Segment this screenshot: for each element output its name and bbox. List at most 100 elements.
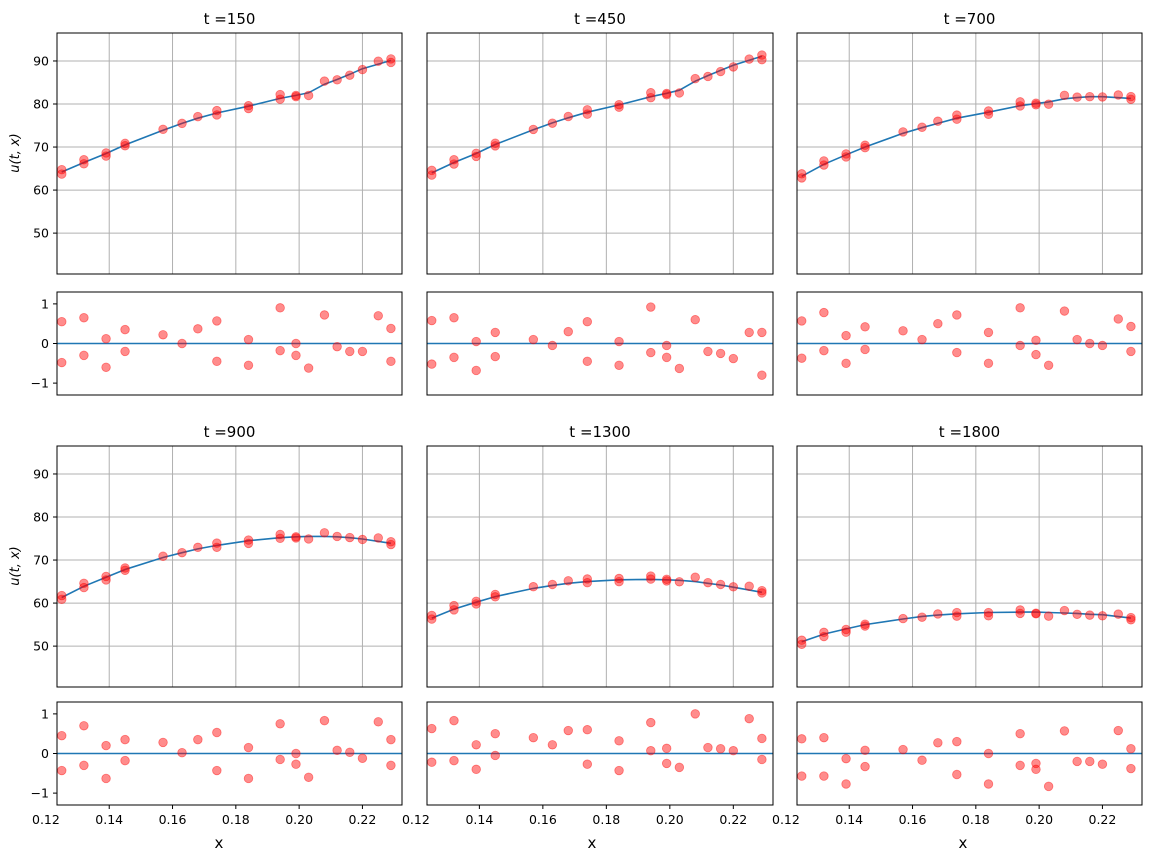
ylabel-row1: u(t, x) [8,133,23,172]
panel-5-main-frame [426,445,774,688]
panel-5-resid-point [449,755,459,766]
panel-2-resid-point [490,351,500,362]
panel-2-resid-point [449,313,459,323]
panel-2-data-point [490,141,500,151]
panel-4-data-point [357,534,368,545]
panel-5-resid-point [427,757,437,767]
panel-4-main-ytick-label: 90 [33,466,49,481]
panel-4-data-point [243,535,254,545]
panel-3-data-point [952,110,962,120]
panel-3-data-point [1113,90,1123,100]
panel-6-data-point [1015,605,1025,615]
panel-6-resid-point [1126,744,1136,754]
panel-6-data-point [898,613,908,624]
panel-2-data-point [528,124,539,135]
panel-2-data-point [582,105,593,115]
panel-5-resid-point [449,715,459,726]
panel-6-data-point [1031,609,1041,619]
panel-4-resid-xtick-label: 0.16 [159,812,187,827]
panel-6-data-point [1126,615,1136,625]
panel-4-data-point [373,533,383,543]
panel-5-resid-point [744,713,754,724]
panel-4-data-point [243,538,254,549]
panel-5-data-point [427,614,437,624]
panel-1-fit-line [61,59,392,173]
panel-3-title: t =700 [944,10,996,28]
panel-3-resid-point [983,327,994,338]
panel-6-data-point [1113,609,1123,619]
panel-2-main-frame [426,32,774,275]
panel-5-resid-point [674,762,685,773]
panel-3-resid-point [841,330,851,341]
panel-4-main-ytick-label: 70 [33,553,49,568]
panel-5-data-point [471,596,481,606]
panel-6-resid-point [1059,726,1070,736]
panel-1-data-point [275,89,285,100]
panel-3-resid-point [933,318,943,329]
panel-4-main-frame [56,445,403,688]
panel-3-data-point [841,152,851,162]
panel-2-data-point [614,102,624,112]
panel-1-resid-point [319,310,330,320]
panel-4-data-point [291,533,301,543]
panel-4-resid-xtick-label: 0.20 [285,812,313,827]
panel-2-resid-point [690,315,700,325]
panel-4-resid-ytick-label: 1 [41,706,49,721]
panel-3: t =700 [796,10,1143,396]
panel-2-resid-point [427,359,437,369]
panel-4-main-ytick-label: 80 [33,510,49,525]
panel-5-resid-point [563,725,573,736]
panel-4-resid-point [120,734,130,745]
panel-5-data-point [614,573,624,584]
panel-1-title: t =150 [204,10,256,28]
panel-6-resid-point [1113,725,1123,736]
panel-1-resid-point [79,350,89,361]
panel-3-data-point [917,122,927,132]
panel-4-data-point [193,542,203,553]
panel-6-resid-xtick-label: 0.20 [1025,812,1053,827]
panel-2-data-point [744,54,754,64]
panel-5-resid-point [690,709,700,719]
panel-1-data-point [120,138,130,149]
panel-2-data-point [757,50,767,60]
panel-2-data-point [728,62,739,72]
panel-1-resid-point [101,362,111,372]
panel-3-data-point [933,116,943,126]
panel-4-resid-point [212,727,222,738]
panel-3-resid-point [952,347,962,358]
panel-1-data-point [120,141,130,151]
panel-5-data-point [703,577,713,588]
panel-1-resid-point [373,311,383,321]
panel-2-data-point [449,155,459,165]
ylabel-row2: u(t, x) [8,546,23,585]
panel-2-data-point [674,88,685,98]
panel-2-resid-point [614,360,624,370]
panel-6-resid-point [797,771,807,781]
panel-2-data-point [427,170,437,180]
panel-5-resid-frame [426,701,774,806]
panel-3-resid-point [1059,306,1070,316]
panel-1-data-point [373,56,383,66]
panel-1-data-point [345,70,355,80]
panel-1-main-ytick-label: 80 [33,97,49,112]
panel-3-data-point [1031,98,1041,108]
panel-4-resid-point [275,719,285,729]
panel-3-data-point [797,173,807,183]
panel-4-data-point [303,534,314,544]
panel-4-data-point [158,551,168,561]
panel-1-resid-point [275,345,285,356]
panel-2-resid-point [646,302,656,312]
panel-6-data-point [1031,608,1041,618]
panel-3-data-point [1097,92,1108,102]
panel-1-data-point [291,91,301,102]
panel-1-resid-point [345,346,355,357]
panel-3-resid-point [860,344,870,355]
panel-4-resid-point [386,734,396,745]
panel-4-resid-point [345,747,355,758]
panel-5-resid-point [471,764,481,775]
panel-4-resid-point [291,748,301,759]
panel-6-data-point [1097,611,1108,621]
panel-4-data-point [386,537,396,547]
panel-6-resid-point [1015,728,1025,739]
panel-2-resid-point [757,370,767,380]
